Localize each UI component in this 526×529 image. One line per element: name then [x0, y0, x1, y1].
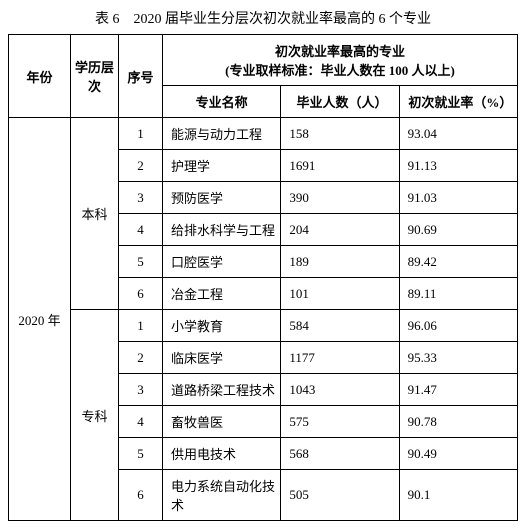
cell-major: 冶金工程 — [163, 278, 281, 310]
header-no: 序号 — [119, 35, 163, 118]
header-group-line2: (专业取样标准：毕业人数在 100 人以上) — [225, 63, 455, 78]
cell-count: 505 — [281, 470, 399, 521]
cell-no: 6 — [119, 470, 163, 521]
cell-count: 1043 — [281, 374, 399, 406]
cell-rate: 89.42 — [399, 246, 517, 278]
cell-major: 道路桥梁工程技术 — [163, 374, 281, 406]
cell-major: 预防医学 — [163, 182, 281, 214]
cell-rate: 91.47 — [399, 374, 517, 406]
table-caption: 表 6 2020 届毕业生分层次初次就业率最高的 6 个专业 — [8, 8, 518, 28]
cell-rate: 96.06 — [399, 310, 517, 342]
cell-major: 护理学 — [163, 150, 281, 182]
cell-count: 390 — [281, 182, 399, 214]
cell-major: 电力系统自动化技术 — [163, 470, 281, 521]
header-year: 年份 — [9, 35, 71, 118]
cell-major: 畜牧兽医 — [163, 406, 281, 438]
cell-no: 3 — [119, 374, 163, 406]
header-major: 专业名称 — [163, 86, 281, 118]
table-row: 专科1小学教育58496.06 — [9, 310, 518, 342]
cell-count: 1177 — [281, 342, 399, 374]
cell-major: 供用电技术 — [163, 438, 281, 470]
cell-count: 189 — [281, 246, 399, 278]
cell-count: 101 — [281, 278, 399, 310]
cell-rate: 91.13 — [399, 150, 517, 182]
cell-year: 2020 年 — [9, 118, 71, 521]
cell-rate: 90.49 — [399, 438, 517, 470]
header-level: 学历层次 — [71, 35, 119, 118]
cell-no: 2 — [119, 342, 163, 374]
cell-major: 小学教育 — [163, 310, 281, 342]
table-row: 2020 年本科1能源与动力工程15893.04 — [9, 118, 518, 150]
cell-count: 575 — [281, 406, 399, 438]
cell-count: 158 — [281, 118, 399, 150]
cell-count: 584 — [281, 310, 399, 342]
cell-major: 临床医学 — [163, 342, 281, 374]
cell-rate: 95.33 — [399, 342, 517, 374]
cell-major: 给排水科学与工程 — [163, 214, 281, 246]
cell-rate: 90.1 — [399, 470, 517, 521]
cell-rate: 90.78 — [399, 406, 517, 438]
cell-major: 能源与动力工程 — [163, 118, 281, 150]
cell-no: 1 — [119, 118, 163, 150]
cell-major: 口腔医学 — [163, 246, 281, 278]
cell-level: 本科 — [71, 118, 119, 310]
cell-no: 6 — [119, 278, 163, 310]
cell-rate: 93.04 — [399, 118, 517, 150]
cell-no: 1 — [119, 310, 163, 342]
header-group: 初次就业率最高的专业 (专业取样标准：毕业人数在 100 人以上) — [163, 35, 518, 86]
cell-level: 专科 — [71, 310, 119, 521]
cell-no: 4 — [119, 214, 163, 246]
cell-no: 5 — [119, 246, 163, 278]
header-count: 毕业人数（人） — [281, 86, 399, 118]
cell-rate: 90.69 — [399, 214, 517, 246]
cell-rate: 89.11 — [399, 278, 517, 310]
cell-count: 568 — [281, 438, 399, 470]
cell-no: 2 — [119, 150, 163, 182]
header-rate: 初次就业率（%） — [399, 86, 517, 118]
header-group-line1: 初次就业率最高的专业 — [275, 44, 405, 59]
cell-no: 3 — [119, 182, 163, 214]
cell-rate: 91.03 — [399, 182, 517, 214]
cell-count: 1691 — [281, 150, 399, 182]
cell-no: 5 — [119, 438, 163, 470]
cell-no: 4 — [119, 406, 163, 438]
cell-count: 204 — [281, 214, 399, 246]
employment-table: 年份 学历层次 序号 初次就业率最高的专业 (专业取样标准：毕业人数在 100 … — [8, 34, 518, 521]
